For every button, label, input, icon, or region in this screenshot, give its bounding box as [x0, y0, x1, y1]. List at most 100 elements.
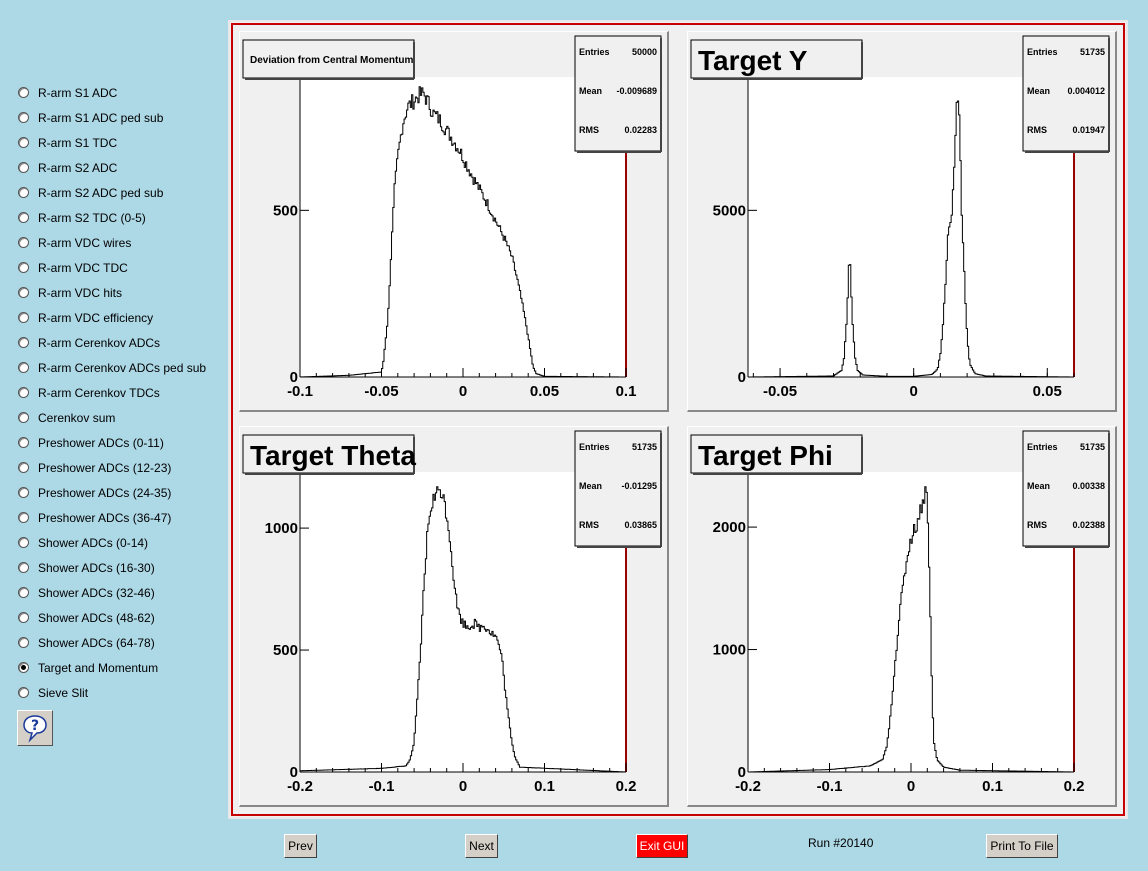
radio-label: Cerenkov sum [38, 410, 116, 425]
radio-button[interactable] [18, 612, 29, 623]
stat-value: 0.00338 [1072, 481, 1105, 491]
radio-label: Preshower ADCs (12-23) [38, 460, 172, 475]
radio-button[interactable] [18, 187, 29, 198]
radio-button[interactable] [18, 137, 29, 148]
x-tick-label: -0.1 [287, 383, 313, 400]
histogram-line [747, 100, 1074, 378]
x-tick-label: -0.1 [369, 778, 395, 795]
radio-label: Shower ADCs (32-46) [38, 585, 155, 600]
pad-momentum[interactable]: -0.1 -0.05 0 0.05 0.1 0 500 Deviation from Cent… [239, 31, 669, 412]
radio-option[interactable]: R-arm VDC hits [18, 280, 218, 305]
radio-button[interactable] [18, 537, 29, 548]
radio-button[interactable] [18, 587, 29, 598]
radio-option[interactable]: Shower ADCs (16-30) [18, 555, 218, 580]
print-to-file-button[interactable]: Print To File [986, 834, 1058, 858]
radio-option[interactable]: Target and Momentum [18, 655, 218, 680]
stat-value: -0.009689 [616, 86, 657, 96]
prev-button[interactable]: Prev [284, 834, 317, 858]
next-button[interactable]: Next [465, 834, 498, 858]
radio-label: R-arm Cerenkov ADCs [38, 335, 161, 350]
y-tick-label: 500 [273, 202, 298, 219]
radio-option[interactable]: R-arm S1 ADC [18, 80, 218, 105]
radio-option[interactable]: R-arm VDC wires [18, 230, 218, 255]
radio-button[interactable] [18, 637, 29, 648]
radio-button[interactable] [18, 337, 29, 348]
stat-label: Mean [1027, 86, 1050, 96]
stat-value: 0.02388 [1072, 520, 1105, 530]
radio-button[interactable] [18, 562, 29, 573]
radio-label: R-arm Cerenkov TDCs [38, 385, 160, 400]
radio-button[interactable] [18, 437, 29, 448]
pad-target-y[interactable]: -0.05 0 0.05 0 5000 Target Y Entries 51735 Mean 0… [687, 31, 1117, 412]
chart-title: Target Phi [698, 440, 833, 471]
radio-option[interactable]: Preshower ADCs (12-23) [18, 455, 218, 480]
plot-area [300, 77, 626, 377]
radio-button[interactable] [18, 387, 29, 398]
help-button[interactable]: ? [17, 710, 53, 746]
stat-label: RMS [579, 520, 599, 530]
radio-button[interactable] [18, 487, 29, 498]
radio-label: Preshower ADCs (36-47) [38, 510, 172, 525]
pad-target-theta[interactable]: -0.2 -0.1 0 0.1 0.2 0 500 1000 Target Theta Entri… [239, 426, 669, 807]
radio-button[interactable] [18, 212, 29, 223]
stat-value: 0.03865 [624, 520, 657, 530]
radio-button[interactable] [18, 312, 29, 323]
radio-option[interactable]: Preshower ADCs (24-35) [18, 480, 218, 505]
radio-option[interactable]: Preshower ADCs (0-11) [18, 430, 218, 455]
stat-label: Mean [579, 481, 602, 491]
radio-button[interactable] [18, 687, 29, 698]
radio-button[interactable] [18, 162, 29, 173]
radio-label: Shower ADCs (0-14) [38, 535, 149, 550]
stat-value: -0.01295 [621, 481, 657, 491]
exit-gui-button[interactable]: Exit GUI [636, 834, 688, 858]
x-tick-label: 0 [910, 383, 918, 400]
radio-button[interactable] [18, 262, 29, 273]
x-tick-label: -0.2 [287, 778, 313, 795]
radio-option[interactable]: R-arm Cerenkov TDCs [18, 380, 218, 405]
radio-option[interactable]: Sieve Slit [18, 680, 218, 705]
stat-label: Entries [1027, 47, 1058, 57]
radio-option[interactable]: R-arm Cerenkov ADCs [18, 330, 218, 355]
radio-option[interactable]: R-arm S2 ADC [18, 155, 218, 180]
radio-button[interactable] [18, 462, 29, 473]
radio-option[interactable]: Preshower ADCs (36-47) [18, 505, 218, 530]
radio-button[interactable] [18, 412, 29, 423]
radio-option[interactable]: Cerenkov sum [18, 405, 218, 430]
radio-button[interactable] [18, 112, 29, 123]
radio-option[interactable]: R-arm VDC TDC [18, 255, 218, 280]
radio-option[interactable]: R-arm VDC efficiency [18, 305, 218, 330]
radio-button[interactable] [18, 237, 29, 248]
radio-label: R-arm S2 ADC [38, 160, 118, 175]
radio-button[interactable] [18, 362, 29, 373]
radio-option[interactable]: R-arm Cerenkov ADCs ped sub [18, 355, 218, 380]
plot-area [748, 472, 1074, 772]
histogram-line [747, 486, 1074, 773]
target-phi-histogram: -0.2 -0.1 0 0.1 0.2 0 1000 2000 Target Phi Entrie… [690, 430, 1110, 795]
x-tick-label: -0.05 [364, 383, 398, 400]
radio-option[interactable]: Shower ADCs (64-78) [18, 630, 218, 655]
radio-button[interactable] [18, 87, 29, 98]
radio-option[interactable]: Shower ADCs (32-46) [18, 580, 218, 605]
x-tick-label: 0.05 [530, 383, 559, 400]
radio-label: R-arm S2 TDC (0-5) [38, 210, 146, 225]
radio-label: R-arm VDC hits [38, 285, 123, 300]
radio-button[interactable] [18, 662, 29, 673]
x-tick-label: 0 [907, 778, 915, 795]
pad-target-phi[interactable]: -0.2 -0.1 0 0.1 0.2 0 1000 2000 Target Phi Entrie… [687, 426, 1117, 807]
radio-option[interactable]: R-arm S1 TDC [18, 130, 218, 155]
x-tick-label: -0.05 [763, 383, 797, 400]
radio-label: R-arm S1 ADC [38, 85, 118, 100]
radio-option[interactable]: R-arm S1 ADC ped sub [18, 105, 218, 130]
radio-button[interactable] [18, 287, 29, 298]
y-tick-label: 0 [290, 369, 298, 386]
radio-button[interactable] [18, 512, 29, 523]
radio-option[interactable]: Shower ADCs (0-14) [18, 530, 218, 555]
radio-option[interactable]: Shower ADCs (48-62) [18, 605, 218, 630]
stats-box [574, 430, 662, 547]
x-tick-label: -0.1 [817, 778, 843, 795]
y-tick-label: 0 [738, 764, 746, 781]
radio-option[interactable]: R-arm S2 TDC (0-5) [18, 205, 218, 230]
plot-area [748, 77, 1074, 377]
radio-label: Shower ADCs (16-30) [38, 560, 155, 575]
radio-option[interactable]: R-arm S2 ADC ped sub [18, 180, 218, 205]
